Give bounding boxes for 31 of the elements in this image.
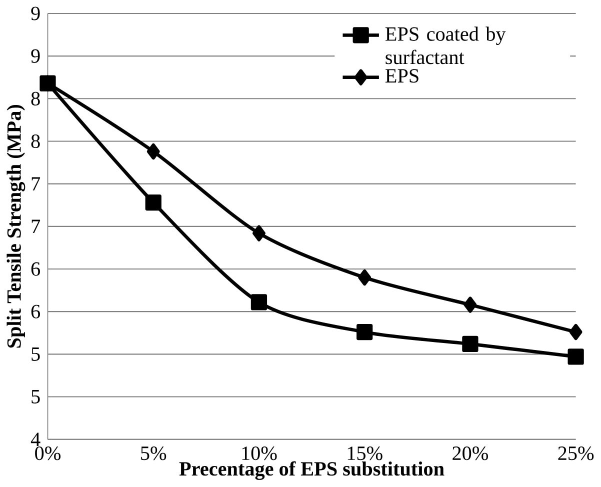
x-tick-label: 5% [141, 446, 166, 460]
y-axis-title: Split Tensile Strength (MPa) [6, 105, 26, 348]
y-tick-label: 5 [32, 348, 40, 362]
point [358, 270, 372, 286]
point [146, 144, 160, 160]
point [250, 294, 268, 310]
y-tick-label: 9 [31, 49, 40, 64]
y-tick-label: 7 [32, 177, 40, 191]
x-tick-label: 20% [452, 446, 488, 460]
y-tick-label: 8 [31, 134, 40, 148]
x-tick-label: 10% [242, 446, 277, 460]
point [145, 194, 162, 211]
y-tick-label: 7 [32, 220, 40, 234]
y-tick-label: 6 [31, 262, 40, 276]
legend-label: EPS coated by surfactant [385, 26, 506, 64]
x-axis-title: Precentage of EPS substitution [179, 461, 444, 480]
y-tick-label: 6 [31, 304, 40, 319]
y-tick-label: 4 [30, 432, 40, 446]
x-tick-label: 15% [348, 446, 382, 460]
point [464, 296, 477, 314]
point [462, 336, 478, 352]
y-tick-label: 8 [31, 92, 40, 106]
y-tick-label: 9 [31, 6, 40, 20]
legend-label: EPS [385, 69, 418, 83]
point [568, 348, 584, 365]
y-tick-label: 5 [32, 390, 40, 404]
point [356, 324, 373, 340]
x-tick-label: 25% [558, 446, 594, 460]
point [569, 324, 582, 340]
point [252, 225, 266, 242]
x-tick-label: 0% [35, 446, 60, 460]
